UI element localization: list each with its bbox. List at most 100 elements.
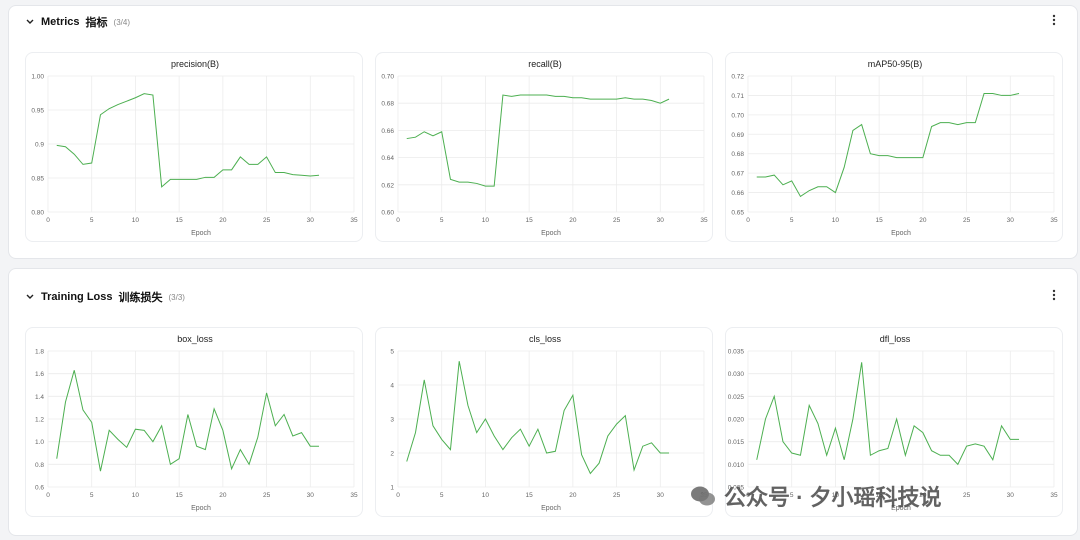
- section-header: Metrics 指标 (3/4): [25, 14, 130, 30]
- chart-title: mAP50-95(B): [868, 59, 923, 69]
- x-tick-label: 30: [657, 217, 665, 224]
- x-tick-label: 30: [307, 217, 315, 224]
- chart-card: cls_loss1234505101520253035Epoch: [375, 327, 713, 517]
- x-tick-label: 30: [307, 492, 315, 499]
- x-tick-label: 25: [263, 217, 271, 224]
- section-panel: Training Loss 训练损失 (3/3) box_loss 0.6 0.8 1…: [8, 268, 1078, 536]
- x-tick-label: 25: [613, 217, 621, 224]
- data-line: [756, 362, 1020, 466]
- y-tick-label: 0.66: [381, 128, 394, 135]
- x-tick-label: 20: [569, 492, 577, 499]
- y-tick-label: 0.70: [381, 74, 394, 81]
- x-tick-label: 15: [176, 217, 184, 224]
- more-menu[interactable]: [1051, 289, 1057, 301]
- x-tick-label: 0: [396, 217, 400, 224]
- section-count: (3/3): [168, 292, 185, 302]
- y-tick-label: 0.025: [728, 394, 745, 401]
- section-title: Training Loss: [41, 291, 113, 303]
- chart: cls_loss1234505101520253035Epoch: [390, 334, 708, 512]
- x-tick-label: 35: [1050, 492, 1058, 499]
- y-tick-label: 0.005: [728, 485, 745, 492]
- x-tick-label: 5: [90, 217, 94, 224]
- x-tick-label: 20: [919, 217, 927, 224]
- y-tick-label: 0.70: [731, 112, 744, 119]
- section-subtitle: 指标: [85, 17, 108, 29]
- y-tick-label: 0.68: [381, 101, 394, 108]
- x-tick-label: 30: [1007, 492, 1015, 499]
- y-tick-label: 0.035: [728, 349, 745, 356]
- chart-title: precision(B): [171, 59, 219, 69]
- x-axis-label: Epoch: [191, 505, 211, 512]
- x-axis-label: Epoch: [891, 230, 911, 237]
- x-tick-label: 5: [790, 217, 794, 224]
- x-tick-label: 15: [176, 492, 184, 499]
- chart-card: dfl_loss 0.005 0.010 0.015 0.020 0.025 0.030 0.…: [725, 327, 1063, 517]
- x-tick-label: 10: [832, 492, 840, 499]
- data-line: [56, 370, 320, 472]
- y-tick-label: 2: [390, 451, 394, 458]
- y-tick-label: 0.67: [731, 171, 744, 178]
- y-tick-label: 1.2: [35, 417, 44, 424]
- x-tick-label: 0: [396, 492, 400, 499]
- wechat-icon: [691, 486, 715, 506]
- x-tick-label: 5: [440, 217, 444, 224]
- x-tick-label: 0: [746, 217, 750, 224]
- y-tick-label: 0.68: [731, 151, 744, 158]
- data-line: [406, 361, 670, 475]
- y-tick-label: 0.8: [35, 462, 44, 469]
- x-tick-label: 20: [569, 217, 577, 224]
- y-tick-label: 0.020: [728, 417, 745, 424]
- x-axis-label: Epoch: [541, 505, 561, 512]
- x-tick-label: 10: [132, 492, 140, 499]
- y-tick-label: 0.85: [31, 176, 44, 183]
- more-menu[interactable]: [1051, 14, 1057, 26]
- y-tick-label: 0.72: [731, 74, 744, 81]
- x-tick-label: 20: [219, 492, 227, 499]
- y-tick-label: 1.8: [35, 349, 44, 356]
- y-tick-label: 1: [390, 485, 394, 492]
- y-tick-label: 0.6: [35, 485, 44, 492]
- x-tick-label: 35: [1050, 217, 1058, 224]
- x-tick-label: 30: [657, 492, 665, 499]
- x-tick-label: 25: [613, 492, 621, 499]
- x-tick-label: 15: [876, 492, 884, 499]
- collapse-chevron[interactable]: [25, 17, 35, 27]
- y-tick-label: 0.66: [731, 190, 744, 197]
- chart: mAP50-95(B) 0.65 0.66 0.67 0.68 0.69 0.70 0.71 0…: [731, 59, 1058, 237]
- x-tick-label: 35: [350, 492, 358, 499]
- y-tick-label: 0.80: [31, 210, 44, 217]
- x-tick-label: 5: [440, 492, 444, 499]
- chart-card: mAP50-95(B) 0.65 0.66 0.67 0.68 0.69 0.70 0.71 0…: [725, 52, 1063, 242]
- data-line: [406, 94, 670, 187]
- x-tick-label: 35: [700, 217, 708, 224]
- chart: box_loss 0.6 0.8 1.0 1.2 1.4 1.6 1.8 0 5 10 15 20 25 3…: [35, 334, 358, 512]
- x-tick-label: 25: [963, 217, 971, 224]
- y-tick-label: 0.010: [728, 462, 745, 469]
- chart-card: precision(B) 0.80 0.85 0.9 0.95 1.00 0 5 10 15 20 2…: [25, 52, 363, 242]
- section-title: Metrics: [41, 16, 80, 28]
- x-axis-label: Epoch: [891, 505, 911, 512]
- data-line: [56, 93, 320, 188]
- section-subtitle: 训练损失: [118, 292, 163, 304]
- chart-card: box_loss 0.6 0.8 1.0 1.2 1.4 1.6 1.8 0 5 10 15 20 25 3…: [25, 327, 363, 517]
- y-tick-label: 0.64: [381, 155, 394, 162]
- section-panel: Metrics 指标 (3/4) precision(B) 0.80 0.85 0.9…: [8, 5, 1078, 259]
- section-header: Training Loss 训练损失 (3/3): [25, 289, 185, 305]
- chart-title: cls_loss: [529, 334, 562, 344]
- chart: precision(B) 0.80 0.85 0.9 0.95 1.00 0 5 10 15 20 2…: [31, 59, 358, 237]
- section-count: (3/4): [113, 17, 130, 27]
- y-tick-label: 0.62: [381, 182, 394, 189]
- y-tick-label: 1.4: [35, 394, 44, 401]
- y-tick-label: 0.60: [381, 210, 394, 217]
- y-tick-label: 4: [390, 383, 394, 390]
- collapse-chevron[interactable]: [25, 292, 35, 302]
- watermark: 公众号 · 夕小瑶科技说: [690, 480, 942, 512]
- x-tick-label: 5: [790, 492, 794, 499]
- x-tick-label: 0: [746, 492, 750, 499]
- y-tick-label: 0.030: [728, 371, 745, 378]
- x-tick-label: 15: [526, 492, 534, 499]
- y-tick-label: 1.00: [31, 74, 44, 81]
- x-tick-label: 10: [482, 492, 490, 499]
- x-axis-label: Epoch: [191, 230, 211, 237]
